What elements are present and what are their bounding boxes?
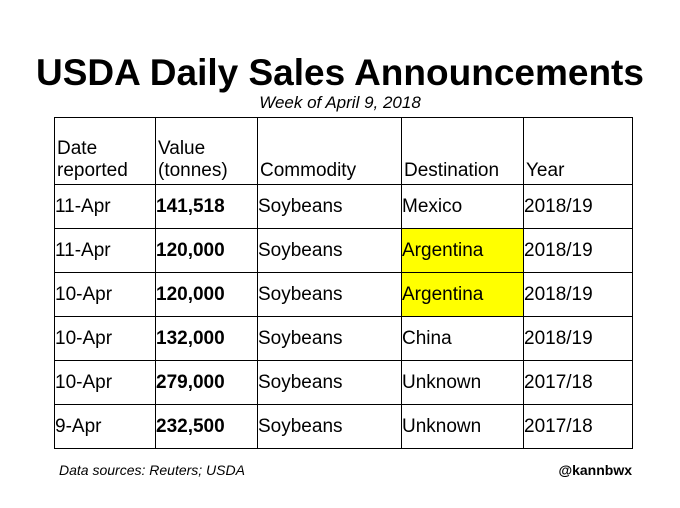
table-row: 11-Apr 120,000 Soybeans Argentina 2018/1…	[54, 228, 633, 273]
cell-year: 2017/18	[523, 404, 633, 449]
column-header-value: Value (tonnes)	[155, 117, 258, 185]
cell-value: 120,000	[155, 272, 258, 317]
data-source-note: Data sources: Reuters; USDA	[59, 462, 245, 478]
cell-year: 2018/19	[523, 228, 633, 273]
author-handle: @kannbwx	[558, 462, 632, 478]
cell-destination: Mexico	[401, 184, 524, 229]
page-title: USDA Daily Sales Announcements	[36, 52, 644, 93]
cell-commodity: Soybeans	[257, 272, 402, 317]
cell-destination: Unknown	[401, 360, 524, 405]
cell-value: 279,000	[155, 360, 258, 405]
cell-commodity: Soybeans	[257, 184, 402, 229]
cell-year: 2018/19	[523, 184, 633, 229]
cell-date: 11-Apr	[54, 228, 156, 273]
cell-commodity: Soybeans	[257, 360, 402, 405]
cell-commodity: Soybeans	[257, 228, 402, 273]
cell-commodity: Soybeans	[257, 316, 402, 361]
sales-table: Date reported Value (tonnes) Commodity Des…	[54, 117, 633, 449]
column-header-date: Date reported	[54, 117, 156, 185]
table-row: 11-Apr 141,518 Soybeans Mexico 2018/19	[54, 184, 633, 229]
cell-destination-highlighted: Argentina	[401, 228, 524, 273]
table-row: 10-Apr 120,000 Soybeans Argentina 2018/1…	[54, 272, 633, 317]
cell-value: 120,000	[155, 228, 258, 273]
cell-value: 232,500	[155, 404, 258, 449]
cell-year: 2018/19	[523, 316, 633, 361]
cell-value: 141,518	[155, 184, 258, 229]
table-header-row: Date reported Value (tonnes) Commodity Des…	[54, 117, 633, 185]
cell-destination: China	[401, 316, 524, 361]
table-row: 9-Apr 232,500 Soybeans Unknown 2017/18	[54, 404, 633, 449]
cell-date: 10-Apr	[54, 272, 156, 317]
column-header-destination: Destination	[401, 117, 524, 185]
page-subtitle: Week of April 9, 2018	[259, 93, 421, 112]
cell-value: 132,000	[155, 316, 258, 361]
table-row: 10-Apr 132,000 Soybeans China 2018/19	[54, 316, 633, 361]
table-body: 11-Apr 141,518 Soybeans Mexico 2018/19 1…	[54, 184, 633, 449]
cell-destination-highlighted: Argentina	[401, 272, 524, 317]
cell-date: 11-Apr	[54, 184, 156, 229]
cell-date: 9-Apr	[54, 404, 156, 449]
cell-destination: Unknown	[401, 404, 524, 449]
table-row: 10-Apr 279,000 Soybeans Unknown 2017/18	[54, 360, 633, 405]
column-header-commodity: Commodity	[257, 117, 402, 185]
column-header-year: Year	[523, 117, 633, 185]
cell-year: 2018/19	[523, 272, 633, 317]
cell-date: 10-Apr	[54, 360, 156, 405]
cell-year: 2017/18	[523, 360, 633, 405]
cell-date: 10-Apr	[54, 316, 156, 361]
cell-commodity: Soybeans	[257, 404, 402, 449]
